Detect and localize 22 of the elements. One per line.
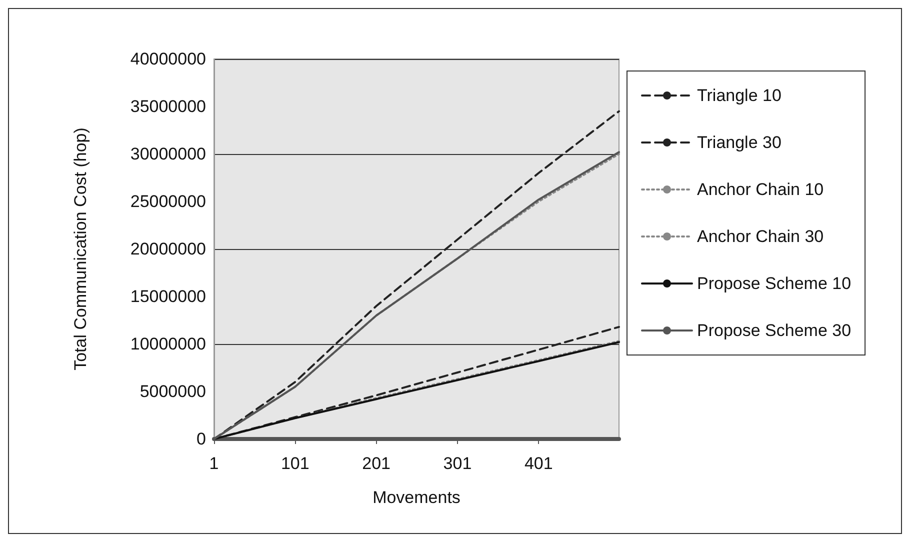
- x-axis-title: Movements: [372, 488, 460, 507]
- y-tick-label: 40000000: [130, 50, 206, 68]
- legend-label: Propose Scheme 10: [697, 274, 852, 293]
- x-tick-label: 201: [362, 454, 391, 473]
- y-tick-label: 15000000: [130, 287, 206, 306]
- y-tick-label: 0: [196, 430, 206, 448]
- y-axis-title: Total Communication Cost (hop): [71, 128, 90, 370]
- y-tick-label: 30000000: [130, 144, 206, 164]
- y-tick-label: 25000000: [130, 192, 206, 211]
- legend-label: Anchor Chain 30: [697, 227, 824, 246]
- legend-label: Triangle 30: [697, 133, 782, 152]
- legend-label: Anchor Chain 10: [697, 180, 824, 199]
- y-tick-label: 20000000: [130, 240, 206, 258]
- x-tick-label: 1: [209, 454, 219, 473]
- legend-label: Triangle 10: [697, 86, 782, 105]
- x-tick-label: 301: [443, 454, 472, 473]
- y-tick-label: 35000000: [130, 97, 206, 116]
- x-tick-label: 101: [280, 454, 310, 473]
- y-tick-label: 5000000: [140, 382, 206, 401]
- x-tick-label: 401: [524, 454, 553, 473]
- y-tick-label: 10000000: [130, 334, 206, 354]
- legend-label: Propose Scheme 30: [697, 321, 852, 340]
